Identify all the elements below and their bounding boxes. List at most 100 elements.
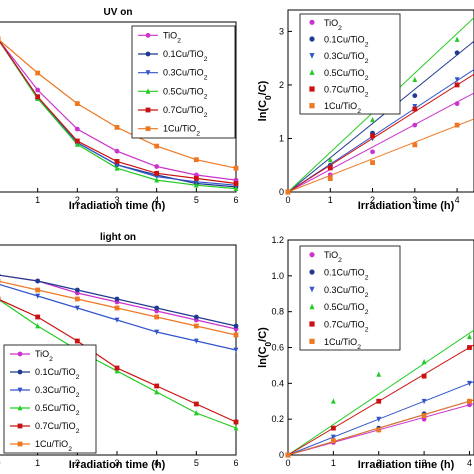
legend-box: [299, 13, 401, 115]
x-tick-label: 2: [370, 195, 375, 205]
legend-marker: [309, 36, 315, 42]
x-axis-label: Irradiation time (h): [69, 200, 166, 212]
panel-3: light on 0 1 2 3 4 5 6 Irradiation time (h) TiO2 0…: [0, 232, 239, 471]
data-point: [114, 365, 120, 371]
data-point: [233, 347, 239, 353]
data-point: [154, 314, 160, 320]
data-point: [233, 419, 239, 425]
legend-marker: [145, 107, 151, 113]
legend-label: 1Cu/TiO2: [163, 124, 200, 138]
data-point: [74, 126, 80, 132]
data-point: [376, 371, 382, 377]
data-point: [330, 425, 336, 431]
data-point: [233, 332, 239, 338]
data-point: [154, 177, 160, 183]
y-axis-label: ln(C0/C): [257, 80, 273, 121]
data-point: [327, 165, 333, 171]
data-point: [193, 182, 199, 188]
y-tick-label: 1.0: [271, 271, 284, 281]
data-point: [35, 314, 41, 320]
data-point: [35, 87, 41, 93]
data-point: [35, 278, 41, 284]
legend-label: TiO2: [163, 30, 181, 44]
x-tick-label: 0: [0, 458, 1, 468]
legend-marker: [145, 51, 151, 57]
data-point: [412, 142, 418, 148]
plot-frame: [287, 9, 474, 193]
legend-marker: [309, 321, 315, 327]
data-point: [421, 373, 427, 379]
legend-marker: [309, 86, 315, 92]
data-point: [467, 398, 472, 404]
y-tick-label: 1: [279, 133, 284, 143]
data-point: [193, 410, 199, 416]
x-tick-label: 4: [455, 195, 460, 205]
data-point: [233, 165, 239, 171]
fit-line: [287, 92, 474, 193]
x-tick-label: 4: [154, 458, 159, 468]
data-point: [74, 305, 80, 311]
data-point: [193, 157, 199, 163]
legend-marker: [309, 69, 315, 75]
data-point: [233, 425, 239, 431]
y-tick-label: 1.2: [271, 235, 284, 245]
data-point: [376, 398, 382, 404]
data-point: [74, 287, 80, 293]
data-point: [412, 106, 418, 112]
data-point: [193, 176, 199, 181]
y-tick-label: 0: [279, 187, 284, 197]
legend-marker: [17, 423, 23, 429]
x-tick-label: 5: [194, 195, 199, 205]
data-point: [35, 293, 41, 299]
x-tick-label: 3: [114, 195, 119, 205]
y-tick-label: 0.8: [271, 307, 284, 317]
legend-label: 0.3Cu/TiO2: [324, 51, 369, 65]
data-point: [154, 143, 160, 149]
legend-label: 0.5Cu/TiO2: [324, 302, 369, 316]
x-tick-label: 0: [285, 195, 290, 205]
data-point: [370, 133, 375, 139]
data-point: [74, 101, 80, 106]
legend-label: TiO2: [35, 349, 53, 363]
x-tick-label: 5: [194, 458, 199, 468]
data-point: [330, 398, 336, 404]
legend-marker: [309, 19, 315, 25]
data-point: [454, 122, 460, 128]
data-point: [233, 323, 239, 329]
data-point: [376, 427, 382, 433]
legend-label: 0.1Cu/TiO2: [324, 35, 369, 49]
x-tick-label: 2: [75, 458, 80, 468]
chart-title: UV on: [104, 7, 133, 18]
data-point: [467, 345, 472, 350]
data-point: [193, 314, 199, 320]
fit-line: [287, 381, 474, 456]
legend-label: 0.3Cu/TiO2: [35, 385, 80, 399]
fit-line: [287, 40, 474, 193]
data-point: [330, 434, 336, 440]
panel-4: 0 1 2 3 4 0 0.2 0.4 0.6 0.8 1.0 1.2 Irradiation time…: [257, 235, 474, 471]
fit-line: [287, 329, 474, 456]
legend-marker: [309, 53, 315, 59]
legend-label: 0.3Cu/TiO2: [163, 68, 208, 82]
data-point: [114, 165, 120, 171]
legend-label: 0.5Cu/TiO2: [35, 403, 80, 417]
data-point: [35, 94, 41, 100]
data-point: [35, 70, 41, 76]
legend-label: 0.1Cu/TiO2: [163, 49, 208, 63]
x-tick-label: 1: [35, 458, 40, 468]
data-point: [370, 149, 375, 155]
legend-marker: [17, 405, 23, 411]
legend-marker: [309, 303, 315, 310]
x-axis-label: Irradiation time (h): [69, 459, 166, 471]
data-point: [233, 181, 239, 186]
data-point: [412, 122, 418, 128]
data-point: [454, 36, 460, 42]
legend-box: [131, 25, 236, 139]
y-tick-label: 0: [279, 450, 284, 460]
legend-marker: [17, 441, 23, 447]
legend-marker: [309, 338, 315, 344]
x-tick-label: 6: [233, 195, 238, 205]
data-point: [330, 438, 336, 444]
